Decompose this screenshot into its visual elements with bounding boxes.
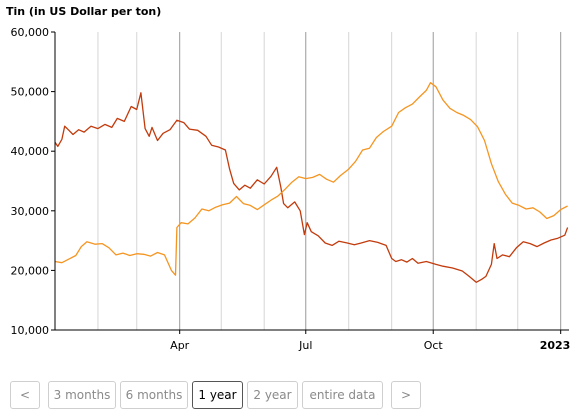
range-6-months-button[interactable]: 6 months	[120, 381, 188, 409]
grid-lines	[97, 32, 562, 330]
series-line-2	[54, 82, 568, 276]
range-3-months-button[interactable]: 3 months	[48, 381, 116, 409]
y-tick-label: 30,000	[11, 205, 50, 218]
y-tick-label: 10,000	[11, 324, 50, 337]
x-tick-label: Apr	[170, 339, 190, 352]
range-1-year-button[interactable]: 1 year	[192, 381, 243, 409]
tin-price-chart: Tin (in US Dollar per ton) 10,000 20,000 3…	[6, 5, 571, 352]
y-tick-label: 20,000	[11, 264, 50, 277]
series-lines	[54, 82, 569, 283]
y-tick-label: 40,000	[11, 145, 50, 158]
range-2-year-button[interactable]: 2 year	[247, 381, 298, 409]
x-tick-label: Jul	[298, 339, 312, 352]
next-button[interactable]: >	[391, 381, 421, 409]
series-line-1	[54, 92, 569, 283]
tick-labels: 10,000 20,000 30,000 40,000 50,000 60,000 Apr J…	[11, 26, 571, 352]
y-tick-label: 60,000	[11, 26, 50, 39]
range-entire-data-button[interactable]: entire data	[302, 381, 383, 409]
y-axis-title: Tin (in US Dollar per ton)	[6, 5, 161, 18]
x-tick-label: Oct	[424, 339, 444, 352]
prev-button[interactable]: <	[10, 381, 40, 409]
y-tick-label: 50,000	[11, 86, 50, 99]
axes	[51, 31, 569, 334]
x-tick-label: 2023	[540, 339, 571, 352]
